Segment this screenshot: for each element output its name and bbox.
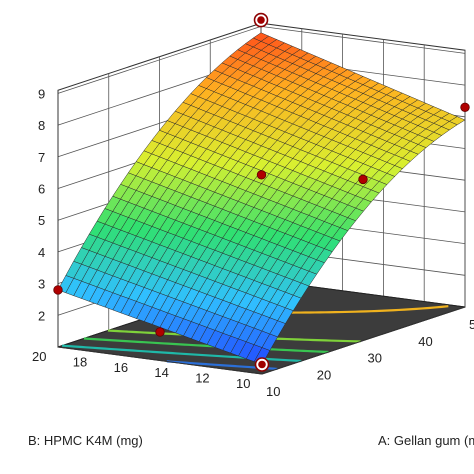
- axis-labels: A: Gellan gum (mg) B: HPMC K4M (mg): [28, 433, 474, 448]
- y-tick-label: 16: [114, 360, 128, 375]
- floor-contour-line: [83, 337, 329, 354]
- x-axis-label: A: Gellan gum (mg): [378, 433, 474, 448]
- response-surface: [57, 32, 466, 365]
- z-tick-label: 5: [38, 213, 45, 228]
- design-points: [53, 12, 470, 372]
- z-tick-label: 8: [38, 118, 45, 133]
- z-tick-label: 6: [38, 182, 45, 197]
- design-point: [256, 170, 267, 180]
- design-point: [258, 360, 266, 369]
- z-tick-label: 2: [38, 308, 45, 323]
- design-point: [155, 327, 165, 337]
- design-point: [257, 16, 265, 24]
- design-point: [460, 102, 470, 112]
- y-tick-label: 18: [73, 354, 87, 369]
- z-tick-label: 9: [38, 86, 45, 101]
- x-tick-label: 20: [317, 367, 331, 382]
- z-tick-label: 3: [38, 277, 45, 292]
- x-tick-label: 40: [418, 334, 432, 349]
- x-tick-label: 10: [266, 384, 280, 399]
- y-axis-label: B: HPMC K4M (mg): [28, 433, 143, 448]
- z-tick-label: 7: [38, 150, 45, 165]
- x-axis-line: [261, 306, 466, 375]
- x-tick-label: 30: [368, 351, 382, 366]
- y-axis-line: [57, 346, 263, 375]
- y-tick-label: 12: [195, 371, 209, 386]
- design-point: [53, 285, 63, 295]
- z-tick-label: 4: [38, 245, 45, 260]
- y-tick-label: 10: [236, 376, 250, 391]
- x-tick-label: 50: [469, 317, 474, 332]
- y-tick-label: 20: [32, 349, 46, 364]
- tick-labels: 2 3 4 5 6 7 8 9 10 20 30 40 50 10 12 14 16 18 20: [32, 86, 474, 399]
- y-tick-label: 14: [154, 365, 168, 380]
- design-point: [358, 174, 368, 185]
